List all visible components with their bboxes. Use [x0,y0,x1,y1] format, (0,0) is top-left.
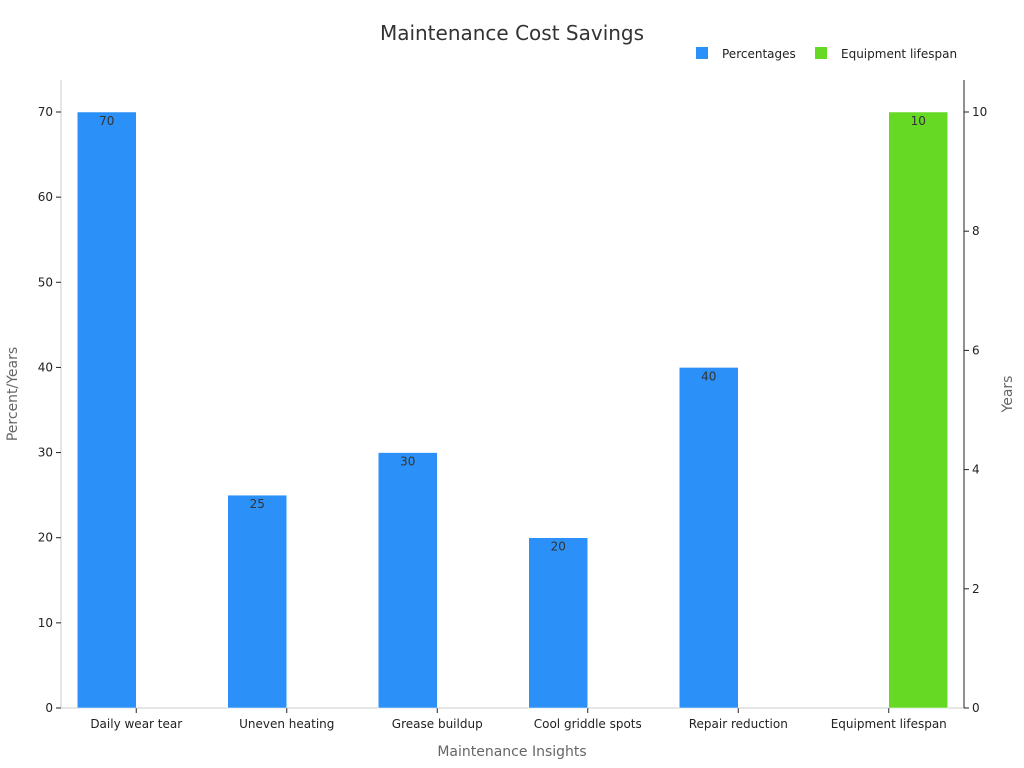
legend-label: Equipment lifespan [841,47,957,61]
y-tick-label: 20 [38,531,53,545]
y2-tick-label: 8 [972,224,980,238]
y-tick-label: 0 [45,701,53,715]
bars [77,111,948,709]
y-tick-label: 70 [38,105,53,119]
data-labels: 70 25 30 20 40 10 [99,114,926,554]
y-axis-title: Percent/Years [5,347,21,441]
bar-percentages [77,111,137,709]
y2-tick-label: 2 [972,582,980,596]
bar-percentages [378,452,438,709]
x-tick-label: Repair reduction [689,717,788,731]
y2-tick-label: 4 [972,463,980,477]
chart-title: Maintenance Cost Savings [380,21,644,45]
x-tick-label: Daily wear tear [90,717,182,731]
x-axis-title: Maintenance Insights [437,744,586,760]
y2-axis-title: Years [1000,376,1016,414]
data-label: 10 [911,114,926,128]
y2-tick-label: 0 [972,701,980,715]
data-label: 25 [250,497,265,511]
y2-tick-label: 6 [972,343,980,357]
x-tick-label: Cool griddle spots [534,717,642,731]
legend-label: Percentages [722,47,796,61]
y-tick-label: 40 [38,360,53,374]
axes: 0 10 20 30 40 50 60 70 0 2 4 6 8 10 Daily wear tear Une… [38,80,987,731]
bar-equipment-lifespan [888,111,948,709]
x-tick-label: Equipment lifespan [831,717,947,731]
y2-tick-label: 10 [972,105,987,119]
legend-swatch [696,47,708,59]
data-label: 70 [99,114,114,128]
y-tick-label: 50 [38,275,53,289]
y-tick-label: 10 [38,616,53,630]
bar-percentages [227,494,287,709]
legend: Percentages Equipment lifespan [696,47,957,61]
y-tick-label: 30 [38,446,53,460]
legend-swatch [815,47,827,59]
data-label: 40 [701,369,716,383]
data-label: 30 [400,455,415,469]
x-tick-label: Grease buildup [392,717,483,731]
bar-percentages [528,537,588,709]
y-tick-label: 60 [38,190,53,204]
x-tick-label: Uneven heating [239,717,334,731]
data-label: 20 [551,540,566,554]
bar-percentages [679,367,739,709]
